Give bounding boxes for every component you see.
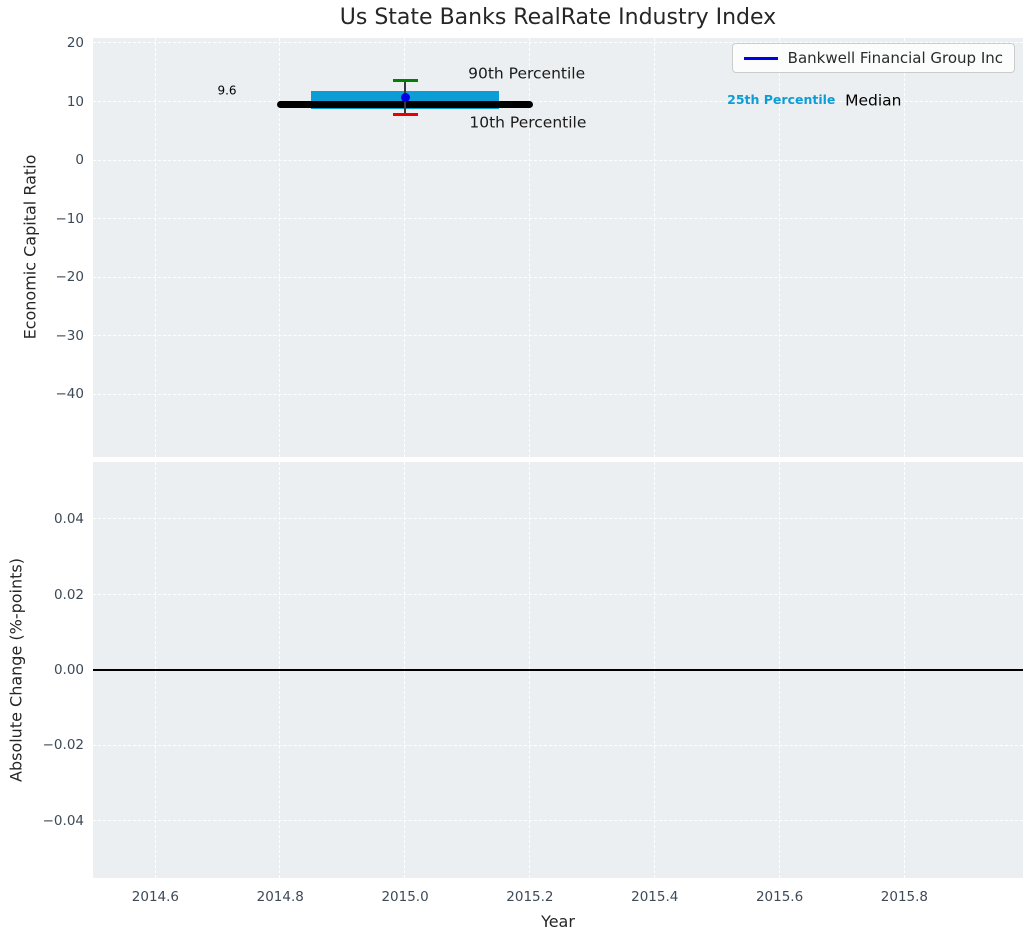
whisker-cap-90th — [392, 79, 418, 83]
gridline-vertical — [903, 38, 905, 457]
whisker-cap-10th — [392, 112, 418, 116]
x-tick-label: 2014.8 — [256, 889, 304, 905]
gridline-vertical — [653, 38, 655, 457]
top-y-axis-label: Economic Capital Ratio — [20, 154, 40, 340]
y-tick-label: −10 — [55, 210, 85, 227]
x-tick-label: 2015.4 — [631, 889, 679, 905]
company-marker — [400, 92, 410, 102]
gridline-vertical — [529, 38, 531, 457]
annotation-median-value: 9.6 — [217, 83, 237, 98]
gridline-horizontal — [93, 335, 1023, 337]
gridline-horizontal — [93, 42, 1023, 44]
gridline-horizontal — [93, 100, 1023, 102]
y-tick-label: −20 — [55, 269, 85, 286]
x-tick-label: 2015.8 — [880, 889, 929, 905]
annotation-median-label: Median — [845, 91, 902, 110]
y-tick-label: 10 — [66, 93, 84, 110]
annotation-p10-label: 10th Percentile — [469, 113, 587, 132]
annotation-p90-label: 90th Percentile — [468, 64, 586, 83]
y-tick-label: −30 — [55, 327, 85, 344]
gridline-vertical — [404, 38, 406, 457]
y-tick-label: −0.02 — [42, 737, 84, 754]
gridline-horizontal — [93, 218, 1023, 220]
x-tick-label: 2015.6 — [755, 889, 804, 905]
gridline-horizontal — [93, 593, 1023, 595]
gridline-horizontal — [93, 393, 1023, 395]
x-tick-label: 2015.2 — [506, 889, 554, 905]
y-tick-label: 0 — [75, 152, 84, 169]
legend-line-icon — [743, 56, 778, 60]
y-tick-label: 0.02 — [53, 586, 84, 603]
gridline-horizontal — [93, 820, 1023, 822]
zero-line — [93, 669, 1023, 671]
gridline-vertical — [154, 38, 156, 457]
y-tick-label: −0.04 — [42, 812, 84, 829]
bottom-plot-area — [93, 462, 1023, 878]
x-tick-label: 2014.6 — [131, 889, 180, 905]
gridline-vertical — [778, 38, 780, 457]
legend: Bankwell Financial Group Inc — [731, 43, 1015, 73]
chart-title: Us State Banks RealRate Industry Index — [339, 5, 777, 30]
top-plot-area: 9.6 90th Percentile 10th Percentile 25th Pe… — [93, 38, 1023, 457]
x-axis-label: Year — [541, 912, 575, 931]
gridline-horizontal — [93, 276, 1023, 278]
annotation-p25-label: 25th Percentile — [727, 92, 836, 108]
y-tick-label: 20 — [66, 35, 84, 52]
legend-label: Bankwell Financial Group Inc — [787, 49, 1003, 67]
gridline-vertical — [279, 38, 281, 457]
gridline-horizontal — [93, 159, 1023, 161]
y-tick-label: 0.04 — [53, 511, 84, 527]
y-tick-label: 0.00 — [53, 662, 84, 678]
gridline-horizontal — [93, 518, 1023, 520]
x-tick-label: 2015.0 — [381, 889, 429, 905]
gridline-horizontal — [93, 744, 1023, 746]
y-tick-label: −40 — [55, 386, 85, 403]
